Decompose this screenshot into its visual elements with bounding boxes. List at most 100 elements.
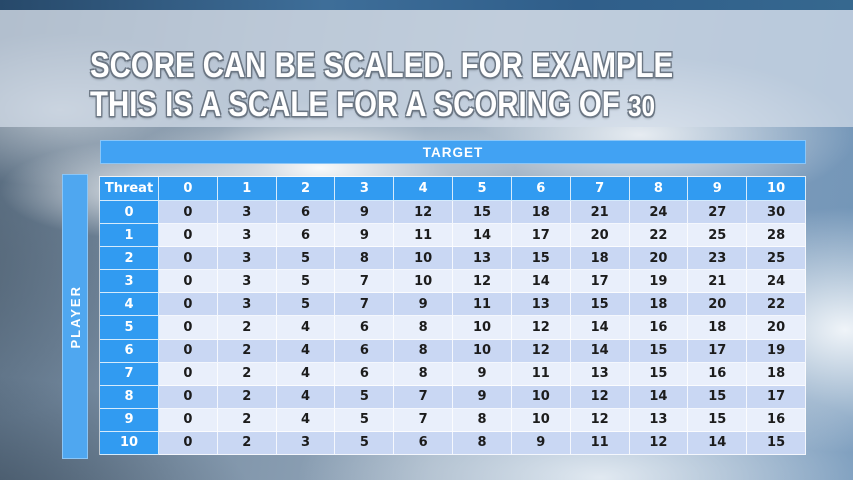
score-cell-r3-c7: 17 <box>570 270 630 294</box>
score-cell-r8-c7: 12 <box>570 385 630 409</box>
score-cell-r2-c7: 18 <box>570 247 630 271</box>
column-header-7: 7 <box>570 177 630 201</box>
score-cell-r9-c2: 4 <box>276 408 336 432</box>
score-cell-r3-c10: 24 <box>747 270 806 294</box>
score-cell-r5-c0: 0 <box>159 316 218 340</box>
score-cell-r8-c4: 7 <box>394 385 454 409</box>
score-cell-r3-c6: 14 <box>511 270 571 294</box>
score-cell-r3-c2: 5 <box>276 270 336 294</box>
score-cell-r0-c10: 30 <box>747 201 806 225</box>
row-header-5: 5 <box>100 316 159 340</box>
score-cell-r2-c1: 3 <box>217 247 277 271</box>
score-cell-r9-c1: 2 <box>217 408 277 432</box>
score-table: Threat 0 1 2 3 4 5 6 7 8 9 10 0 0 3 6 9 12 15 18 21 24 27 30 1 0 3… <box>99 176 806 455</box>
score-cell-r10-c6: 9 <box>511 431 571 455</box>
column-header-1: 1 <box>217 177 277 201</box>
score-cell-r9-c5: 8 <box>453 408 512 432</box>
score-cell-r3-c5: 12 <box>453 270 512 294</box>
score-cell-r7-c6: 11 <box>511 362 571 386</box>
score-cell-r4-c9: 20 <box>688 293 748 317</box>
score-cell-r8-c10: 17 <box>747 385 806 409</box>
score-cell-r0-c4: 12 <box>394 201 454 225</box>
score-cell-r0-c2: 6 <box>276 201 336 225</box>
score-cell-r1-c9: 25 <box>688 224 748 248</box>
score-cell-r10-c4: 6 <box>394 431 454 455</box>
score-cell-r9-c9: 15 <box>688 408 748 432</box>
score-cell-r1-c10: 28 <box>747 224 806 248</box>
score-cell-r1-c5: 14 <box>453 224 512 248</box>
score-cell-r10-c5: 8 <box>453 431 512 455</box>
score-cell-r4-c7: 15 <box>570 293 630 317</box>
score-cell-r10-c7: 11 <box>570 431 630 455</box>
score-cell-r8-c6: 10 <box>511 385 571 409</box>
score-cell-r3-c4: 10 <box>394 270 454 294</box>
column-header-3: 3 <box>335 177 395 201</box>
score-cell-r3-c9: 21 <box>688 270 748 294</box>
score-cell-r10-c8: 12 <box>629 431 689 455</box>
row-header-4: 4 <box>100 293 159 317</box>
row-header-9: 9 <box>100 408 159 432</box>
score-cell-r1-c8: 22 <box>629 224 689 248</box>
column-header-4: 4 <box>394 177 454 201</box>
score-cell-r10-c1: 2 <box>217 431 277 455</box>
column-header-6: 6 <box>511 177 571 201</box>
score-cell-r5-c9: 18 <box>688 316 748 340</box>
score-cell-r6-c8: 15 <box>629 339 689 363</box>
column-header-0: 0 <box>159 177 218 201</box>
score-cell-r10-c9: 14 <box>688 431 748 455</box>
score-cell-r8-c1: 2 <box>217 385 277 409</box>
score-cell-r3-c3: 7 <box>335 270 395 294</box>
score-cell-r2-c0: 0 <box>159 247 218 271</box>
column-header-2: 2 <box>276 177 336 201</box>
slide-title-line2: THIS IS A SCALE FOR A SCORING OF 30 <box>90 85 656 124</box>
score-cell-r6-c2: 4 <box>276 339 336 363</box>
slide-title-line1: SCORE CAN BE SCALED. FOR EXAMPLE <box>90 46 674 85</box>
title-strip: SCORE CAN BE SCALED. FOR EXAMPLE THIS IS… <box>0 10 853 127</box>
row-header-2: 2 <box>100 247 159 271</box>
top-accent-bar <box>0 0 853 10</box>
score-cell-r5-c8: 16 <box>629 316 689 340</box>
score-cell-r7-c5: 9 <box>453 362 512 386</box>
score-cell-r9-c10: 16 <box>747 408 806 432</box>
score-cell-r9-c4: 7 <box>394 408 454 432</box>
row-header-10: 10 <box>100 431 159 455</box>
score-cell-r7-c1: 2 <box>217 362 277 386</box>
score-cell-r7-c8: 15 <box>629 362 689 386</box>
score-cell-r4-c10: 22 <box>747 293 806 317</box>
score-cell-r4-c5: 11 <box>453 293 512 317</box>
score-cell-r1-c6: 17 <box>511 224 571 248</box>
score-cell-r10-c10: 15 <box>747 431 806 455</box>
score-cell-r9-c7: 12 <box>570 408 630 432</box>
row-header-1: 1 <box>100 224 159 248</box>
score-cell-r0-c9: 27 <box>688 201 748 225</box>
score-cell-r4-c3: 7 <box>335 293 395 317</box>
score-cell-r0-c1: 3 <box>217 201 277 225</box>
scale-value: 30 <box>627 91 656 123</box>
target-axis-banner: TARGET <box>100 140 806 164</box>
score-cell-r4-c0: 0 <box>159 293 218 317</box>
score-cell-r1-c1: 3 <box>217 224 277 248</box>
score-cell-r5-c7: 14 <box>570 316 630 340</box>
score-cell-r4-c2: 5 <box>276 293 336 317</box>
score-cell-r6-c7: 14 <box>570 339 630 363</box>
score-cell-r6-c10: 19 <box>747 339 806 363</box>
score-cell-r9-c0: 0 <box>159 408 218 432</box>
score-cell-r2-c10: 25 <box>747 247 806 271</box>
score-cell-r5-c4: 8 <box>394 316 454 340</box>
score-cell-r8-c0: 0 <box>159 385 218 409</box>
score-cell-r10-c0: 0 <box>159 431 218 455</box>
column-header-10: 10 <box>747 177 806 201</box>
score-cell-r0-c0: 0 <box>159 201 218 225</box>
score-cell-r0-c5: 15 <box>453 201 512 225</box>
player-axis-label: PLAYER <box>67 284 83 349</box>
column-header-8: 8 <box>629 177 689 201</box>
score-cell-r1-c7: 20 <box>570 224 630 248</box>
score-cell-r1-c2: 6 <box>276 224 336 248</box>
score-cell-r7-c9: 16 <box>688 362 748 386</box>
score-cell-r5-c1: 2 <box>217 316 277 340</box>
score-cell-r5-c5: 10 <box>453 316 512 340</box>
column-header-9: 9 <box>688 177 748 201</box>
score-cell-r10-c3: 5 <box>335 431 395 455</box>
score-cell-r3-c8: 19 <box>629 270 689 294</box>
score-cell-r2-c5: 13 <box>453 247 512 271</box>
